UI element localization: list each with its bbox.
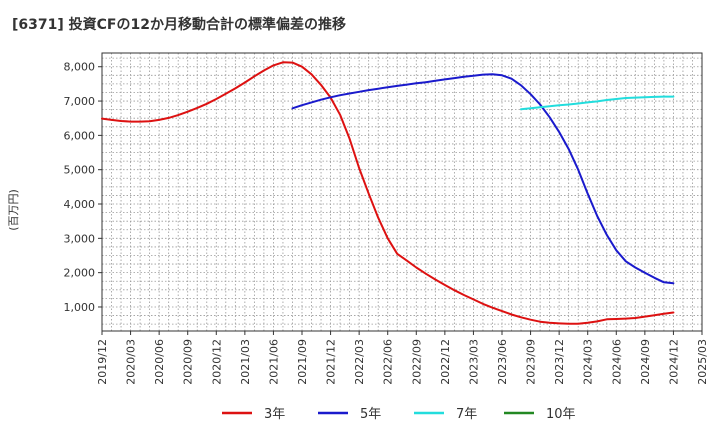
x-tick-label: 2025/03 xyxy=(696,339,709,385)
x-tick-label: 2023/06 xyxy=(496,339,509,385)
series-line-2 xyxy=(520,95,675,111)
grid xyxy=(102,53,702,331)
y-tick-label: 5,000 xyxy=(64,164,96,177)
x-tick-label: 2021/06 xyxy=(267,339,280,385)
y-tick-label: 4,000 xyxy=(64,198,96,211)
x-tick-label: 2021/12 xyxy=(325,339,338,385)
legend-label-1: 5年 xyxy=(360,407,381,422)
x-tick-label: 2023/03 xyxy=(467,339,480,385)
plot-frame xyxy=(101,52,703,332)
x-tick-label: 2023/12 xyxy=(553,339,566,385)
x-tick-label: 2022/12 xyxy=(439,339,452,385)
x-axis: 2019/12 2020/03 2020/06 2020/09 2020/12 2021/… xyxy=(96,331,709,385)
x-tick-label: 2024/06 xyxy=(610,339,623,385)
y-tick-label: 3,000 xyxy=(64,232,96,245)
x-tick-label: 2022/09 xyxy=(410,339,423,385)
y-tick-label: 1,000 xyxy=(64,301,96,314)
x-tick-label: 2021/03 xyxy=(239,339,252,385)
y-tick-label: 8,000 xyxy=(64,61,96,74)
legend-label-2: 7年 xyxy=(456,407,477,422)
series-line-1 xyxy=(291,73,675,285)
chart-title: [6371] 投資CFの12か月移動合計の標準偏差の推移 xyxy=(12,17,346,33)
x-tick-label: 2020/12 xyxy=(210,339,223,385)
x-tick-label: 2024/09 xyxy=(639,339,652,385)
x-tick-label: 2020/06 xyxy=(153,339,166,385)
x-tick-label: 2022/06 xyxy=(382,339,395,385)
legend-label-3: 10年 xyxy=(546,407,576,422)
legend: 3年 5年 7年 10年 xyxy=(222,407,576,422)
x-tick-label: 2024/12 xyxy=(667,339,680,385)
x-tick-label: 2020/09 xyxy=(182,339,195,385)
x-tick-label: 2022/03 xyxy=(353,339,366,385)
x-tick-label: 2020/03 xyxy=(125,339,138,385)
y-tick-label: 7,000 xyxy=(64,95,96,108)
y-tick-label: 6,000 xyxy=(64,129,96,142)
legend-label-0: 3年 xyxy=(264,407,285,422)
x-tick-label: 2019/12 xyxy=(96,339,109,385)
x-tick-label: 2023/09 xyxy=(525,339,538,385)
y-axis: 1,000 2,000 3,000 4,000 5,000 6,000 7,000 8,000 xyxy=(64,61,102,314)
series-lines xyxy=(101,61,675,325)
x-tick-label: 2021/09 xyxy=(296,339,309,385)
series-line-0 xyxy=(101,61,675,325)
x-tick-label: 2024/03 xyxy=(582,339,595,385)
y-tick-label: 2,000 xyxy=(64,267,96,280)
